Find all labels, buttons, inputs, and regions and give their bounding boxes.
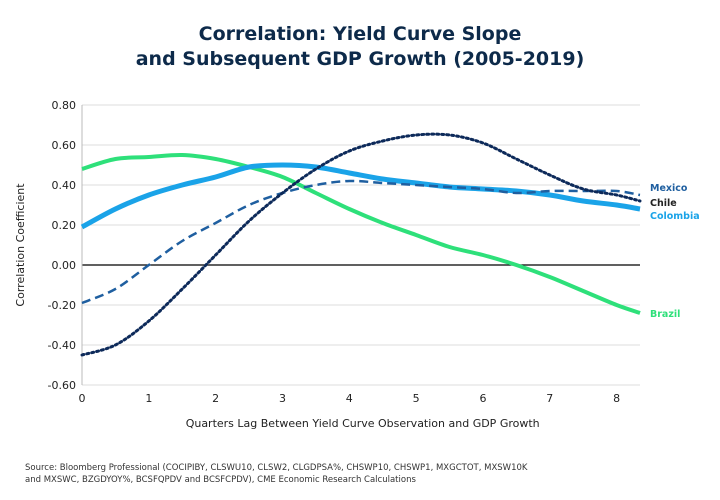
x-tick-label: 4 (346, 392, 353, 405)
x-tick-label: 1 (145, 392, 152, 405)
series-line-brazil (81, 152, 641, 315)
series-label-brazil: Brazil (650, 309, 680, 320)
chart-title: Correlation: Yield Curve Slope and Subse… (0, 22, 720, 72)
y-axis-label: Correlation Coefficient (14, 183, 27, 307)
series-line-chile (80, 132, 642, 357)
y-tick-label: 0.20 (52, 219, 77, 232)
x-tick-label: 3 (279, 392, 286, 405)
y-tick-label: 0.60 (52, 139, 77, 152)
x-tick-label: 5 (413, 392, 420, 405)
y-tick-label: 0.00 (52, 259, 77, 272)
y-tick-label: 0.40 (52, 179, 77, 192)
source-line-2: and MXSWC, BZGDYOY%, BCSFQPDV and BCSFCP… (25, 475, 416, 485)
x-axis-label: Quarters Lag Between Yield Curve Observa… (186, 417, 540, 430)
series-line-mexico (81, 179, 641, 305)
x-tick-label: 7 (546, 392, 553, 405)
y-tick-label: -0.40 (48, 339, 76, 352)
x-tick-label: 6 (479, 392, 486, 405)
source-note: Source: Bloomberg Professional (COCIPIBY… (25, 462, 625, 486)
title-line-1: Correlation: Yield Curve Slope (198, 23, 522, 45)
series-label-chile: Chile (650, 198, 677, 209)
y-tick-label: -0.60 (48, 379, 76, 392)
source-line-1: Source: Bloomberg Professional (COCIPIBY… (25, 463, 528, 473)
series-label-colombia: Colombia (650, 211, 700, 222)
series-label-mexico: Mexico (650, 183, 688, 194)
y-tick-label: 0.80 (52, 99, 77, 112)
title-line-2: and Subsequent GDP Growth (2005-2019) (135, 48, 585, 70)
x-tick-label: 0 (79, 392, 86, 405)
x-tick-label: 2 (212, 392, 219, 405)
x-tick-label: 8 (613, 392, 620, 405)
y-tick-label: -0.20 (48, 299, 76, 312)
series-line-colombia (80, 162, 641, 230)
